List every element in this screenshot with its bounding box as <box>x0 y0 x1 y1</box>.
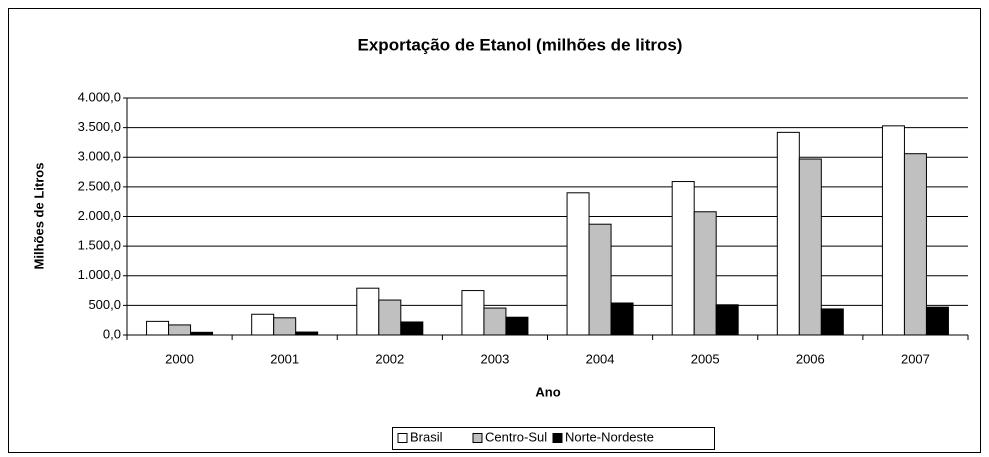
x-tick-label: 2003 <box>480 351 509 366</box>
bar <box>903 153 927 336</box>
y-axis-label: Milhões de Litros <box>31 163 46 270</box>
y-tick-label: 2.000,0 <box>78 208 121 223</box>
y-tick-label: 3.000,0 <box>78 149 121 164</box>
x-tick-label: 2006 <box>796 351 825 366</box>
bar <box>715 304 739 336</box>
y-tick-label: 500,0 <box>88 297 121 312</box>
chart-border <box>8 8 981 453</box>
legend-swatch <box>472 433 483 443</box>
bar <box>461 290 485 336</box>
x-tick-label: 2005 <box>691 351 720 366</box>
chart-title: Exportação de Etanol (milhões de litros) <box>358 35 683 54</box>
y-tick-label: 2.500,0 <box>78 178 121 193</box>
y-tick-label: 0,0 <box>103 326 121 341</box>
bar <box>356 287 380 336</box>
bar <box>273 317 297 336</box>
bar <box>168 324 192 336</box>
legend-swatch <box>552 433 563 443</box>
bar <box>693 211 717 336</box>
bar <box>588 223 612 336</box>
legend-swatch <box>397 433 408 443</box>
bar <box>190 331 214 336</box>
x-axis-label: Ano <box>535 384 560 399</box>
bar <box>776 131 800 336</box>
bar <box>400 321 424 336</box>
x-tick-label: 2001 <box>270 351 299 366</box>
y-tick-label: 4.000,0 <box>78 89 121 104</box>
bar <box>483 307 507 336</box>
x-tick-label: 2002 <box>375 351 404 366</box>
legend-label: Centro-Sul <box>485 429 547 444</box>
x-tick-label: 2004 <box>586 351 615 366</box>
bar <box>798 158 822 336</box>
bar <box>610 302 634 336</box>
y-tick-label: 1.000,0 <box>78 267 121 282</box>
bar <box>295 331 319 336</box>
bar <box>378 299 402 336</box>
bar <box>881 125 905 336</box>
legend-label: Brasil <box>410 429 443 444</box>
legend-label: Norte-Nordeste <box>565 429 654 444</box>
x-tick-label: 2000 <box>165 351 194 366</box>
bar <box>251 313 275 336</box>
bar <box>820 308 844 336</box>
bar <box>505 316 529 336</box>
bar <box>146 320 170 336</box>
bar <box>566 192 590 336</box>
bar <box>925 306 949 336</box>
x-tick-label: 2007 <box>901 351 930 366</box>
bar <box>671 181 695 336</box>
y-tick-label: 3.500,0 <box>78 119 121 134</box>
y-tick-label: 1.500,0 <box>78 238 121 253</box>
